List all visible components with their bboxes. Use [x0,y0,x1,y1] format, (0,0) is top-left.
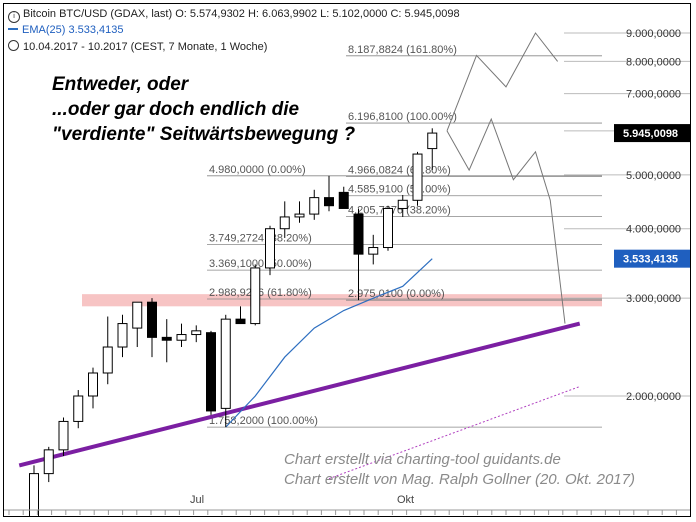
candle-up [279,216,290,230]
annotation-line-3: "verdiente" Seitwärtsbewegung ? [52,124,356,145]
annotation-line-1: Entweder, oder [52,74,189,95]
fib-label: 1.758,2000 (100.00%) [209,415,318,427]
chart-frame: 9.000,00008.000,00007.000,00006.000,0000… [3,3,691,517]
y-tick-label: 5.000,0000 [626,170,681,182]
last-price-label: 5.945,0098 [623,128,678,140]
candle-up [383,207,393,249]
ema-value-label: 3.533,4135 [623,254,678,266]
candle-up [88,372,98,397]
y-tick-label: 3.000,0000 [626,293,681,305]
candle-down [353,213,364,255]
fib-label: 3.749,2724 (38.20%) [209,232,312,244]
last-price-tag [614,124,690,143]
clock-icon [8,40,19,51]
candle-down [147,301,157,338]
candle-up [73,395,84,422]
candle-up [29,473,39,516]
info-icon: i [8,11,20,23]
candle-up [117,323,128,348]
period-range: 10.04.2017 - 10.2017 (CEST, 7 Monate, 1 … [23,41,268,53]
ema-value-tag [614,249,690,268]
candle-down [161,336,172,341]
annotation-line-2: ...oder gar doch endlich die [52,99,300,120]
support-zone [82,294,602,307]
fib-label: 2.975,0100 (0.00%) [348,288,445,300]
credit-tool: Chart erstellt via charting-tool guidant… [284,451,561,468]
fib-label: 6.196,8100 (100.00%) [348,111,457,123]
ema-legend-label: EMA(25) 3.533,4135 [22,24,124,36]
header-instrument-line: i Bitcoin BTC/USD (GDAX, last) O: 5.574,9… [8,8,460,23]
trendline [18,321,581,468]
candle-up [220,318,231,409]
candle-up [294,213,305,218]
fib-label: 4.205,7376 (38.20%) [348,205,451,217]
y-tick-label: 2.000,0000 [626,391,681,403]
candle-up [191,330,202,336]
trendline-dotted [328,386,580,480]
fib-label: 2.988,9276 (61.80%) [209,287,312,299]
price-chart[interactable]: 9.000,00008.000,00007.000,00006.000,0000… [4,4,691,517]
candle-up [250,267,261,325]
fib-label: 4.966,0824 (61.80%) [348,165,451,177]
candle-down [206,332,216,412]
candle-down [235,318,246,325]
candle-up [102,346,113,374]
x-tick-label: Okt [397,494,414,506]
y-tick-label: 8.000,0000 [626,56,681,68]
fib-label: 4.585,9100 (50.00%) [348,184,451,196]
header-period-line: 10.04.2017 - 10.2017 (CEST, 7 Monate, 1 … [8,40,267,53]
credit-author: Chart erstellt von Mag. Ralph Gollner (2… [284,471,635,488]
candle-up [58,420,69,451]
y-tick-label: 7.000,0000 [626,89,681,101]
header-ema-line: EMA(25) 3.533,4135 [8,24,124,36]
candle-up [309,197,320,215]
candle-down [338,191,349,209]
ema-legend-swatch [8,28,18,30]
candle-up [43,449,54,475]
candle-up [412,153,423,201]
candle-down [324,197,334,207]
fib-label: 3.369,1000 (50.00%) [209,258,312,270]
y-tick-label: 4.000,0000 [626,224,681,236]
fib-label: 4.980,0000 (0.00%) [209,164,306,176]
projection-path [446,117,566,324]
instrument-ohlc: Bitcoin BTC/USD (GDAX, last) O: 5.574,93… [23,8,460,20]
candle-up [368,247,379,255]
candle-up [397,199,408,209]
candle-up [427,132,438,150]
x-tick-label: Jul [190,494,204,506]
projection-path [446,32,559,132]
candle-up [176,334,187,341]
y-tick-label: 9.000,0000 [626,28,681,40]
fib-label: 8.187,8824 (161.80%) [348,44,457,56]
ema-line [225,258,433,428]
candle-up [132,301,143,329]
candle-up [265,228,275,269]
